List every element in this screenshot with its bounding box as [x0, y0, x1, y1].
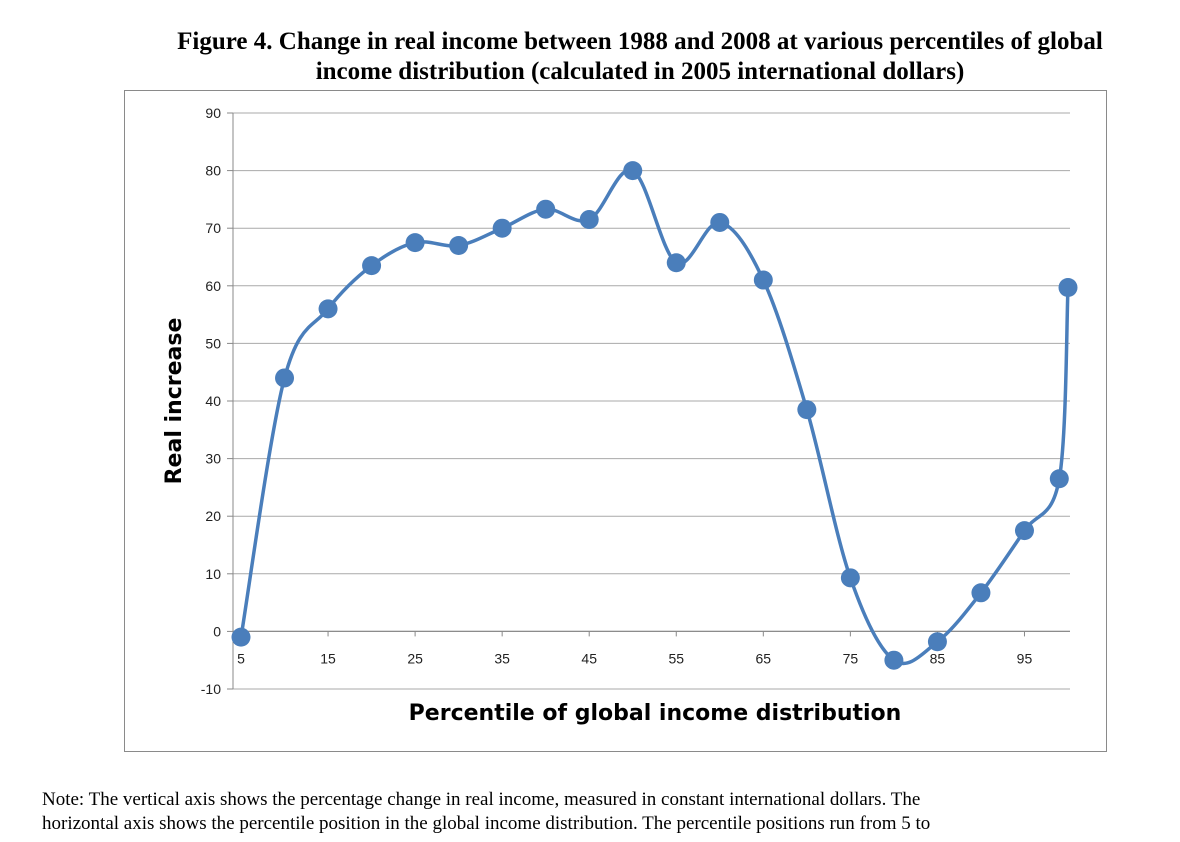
x-tick-label: 95 [1017, 650, 1033, 666]
y-tick-label: 90 [205, 105, 221, 121]
data-point-p45 [579, 210, 599, 230]
data-point-p30 [449, 235, 469, 255]
data-point-p25 [405, 233, 425, 253]
x-axis-ticks: 5 15 25 35 45 55 65 75 85 95 [237, 631, 1032, 666]
data-point-p35 [492, 218, 512, 238]
y-tick-label: 40 [205, 393, 221, 409]
note-line-2: horizontal axis shows the percentile pos… [42, 813, 931, 834]
y-axis-ticks: 90 80 70 60 50 40 30 20 10 0 -10 [201, 105, 233, 697]
data-point-p85 [927, 632, 947, 652]
data-point-p70 [797, 400, 817, 420]
x-tick-label: 5 [237, 650, 245, 666]
data-point-p5 [231, 627, 251, 647]
data-point-p90 [971, 583, 991, 603]
x-tick-label: 45 [581, 650, 597, 666]
data-point-p99 [1049, 469, 1069, 489]
line-chart: 90 80 70 60 50 40 30 20 10 0 -10 5 15 25 35 45 55 65 75 85… [162, 105, 1078, 726]
y-tick-label: 70 [205, 220, 221, 236]
y-tick-label: 10 [205, 566, 221, 582]
data-point-p100 [1058, 278, 1078, 298]
data-point-p10 [275, 368, 295, 388]
x-tick-label: 25 [407, 650, 423, 666]
data-point-p15 [318, 299, 338, 319]
data-point-p55 [666, 253, 686, 273]
data-point-p60 [710, 212, 730, 232]
data-point-p75 [840, 568, 860, 588]
data-point-p95 [1014, 521, 1034, 541]
data-point-p20 [362, 256, 382, 276]
data-point-p65 [753, 270, 773, 290]
x-tick-label: 75 [843, 650, 859, 666]
y-tick-label: 80 [205, 163, 221, 179]
chart-area: 90 80 70 60 50 40 30 20 10 0 -10 5 15 25 35 45 55 65 75 85… [124, 90, 1107, 752]
series-line-group [239, 168, 1070, 666]
y-tick-label: -10 [201, 681, 221, 697]
y-tick-label: 30 [205, 451, 221, 467]
y-axis-title: Real increase [162, 318, 187, 485]
y-tick-label: 60 [205, 278, 221, 294]
x-tick-label: 65 [756, 650, 772, 666]
data-point-p40 [536, 199, 556, 219]
data-points [231, 161, 1078, 670]
x-axis-title: Percentile of global income distribution [409, 701, 902, 726]
series-line [239, 168, 1070, 666]
figure-title-line-1: Figure 4. Change in real income between … [177, 28, 1103, 55]
data-point-p50 [623, 161, 643, 181]
y-tick-label: 50 [205, 335, 221, 351]
x-tick-label: 85 [930, 650, 946, 666]
note-line-1: Note: The vertical axis shows the percen… [42, 789, 921, 810]
x-tick-label: 15 [320, 650, 336, 666]
y-tick-label: 0 [213, 623, 221, 639]
x-tick-label: 55 [668, 650, 684, 666]
figure-title-line-2: income distribution (calculated in 2005 … [315, 58, 965, 85]
y-tick-label: 20 [205, 508, 221, 524]
gridlines [232, 112, 1070, 690]
x-tick-label: 35 [494, 650, 510, 666]
data-point-p80 [884, 650, 904, 670]
